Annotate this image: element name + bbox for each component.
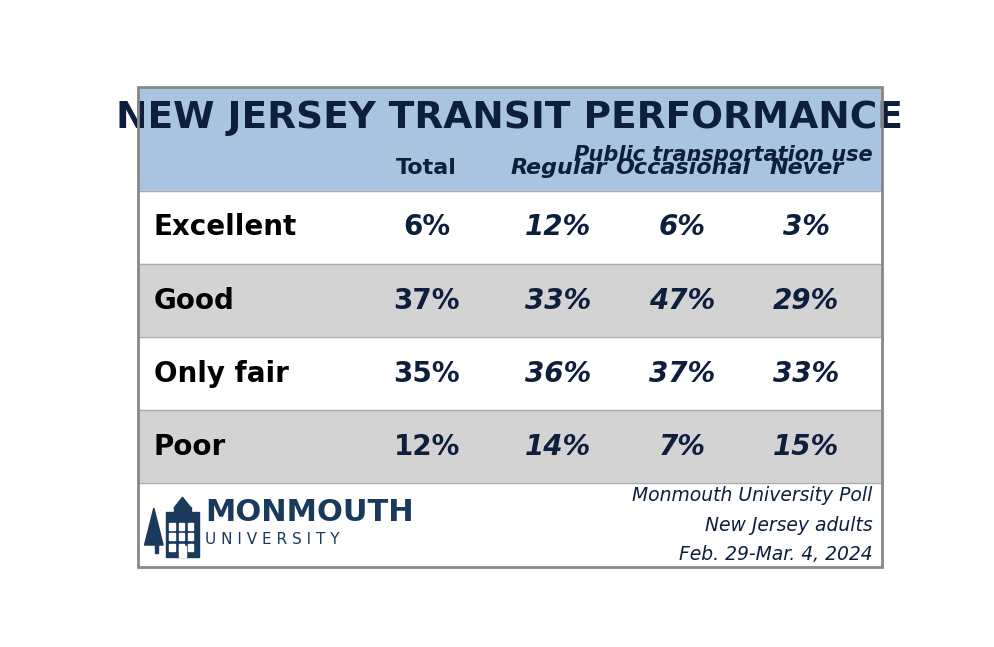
Text: Good: Good <box>154 287 235 314</box>
Bar <box>138 410 881 483</box>
Bar <box>179 534 184 540</box>
Text: Total: Total <box>396 158 456 178</box>
Bar <box>138 483 881 567</box>
Text: 6%: 6% <box>403 214 449 241</box>
Text: 35%: 35% <box>393 360 459 388</box>
Text: 3%: 3% <box>782 214 829 241</box>
Text: 29%: 29% <box>772 287 839 314</box>
Text: Occasional: Occasional <box>614 158 749 178</box>
Bar <box>188 544 193 551</box>
Bar <box>169 523 175 530</box>
Text: 33%: 33% <box>525 287 590 314</box>
Text: 36%: 36% <box>525 360 590 388</box>
Text: 12%: 12% <box>525 214 590 241</box>
Bar <box>188 523 193 530</box>
Bar <box>138 264 881 337</box>
Text: Only fair: Only fair <box>154 360 288 388</box>
Bar <box>169 534 175 540</box>
Text: 47%: 47% <box>649 287 715 314</box>
Polygon shape <box>174 498 191 508</box>
Text: 37%: 37% <box>649 360 715 388</box>
Text: Regular: Regular <box>510 158 606 178</box>
Bar <box>188 534 193 540</box>
Text: 12%: 12% <box>393 433 459 461</box>
Text: 33%: 33% <box>772 360 839 388</box>
Bar <box>179 544 184 551</box>
Bar <box>138 191 881 264</box>
Text: NEW JERSEY TRANSIT PERFORMANCE: NEW JERSEY TRANSIT PERFORMANCE <box>116 100 903 136</box>
Text: Public transportation use: Public transportation use <box>574 145 872 164</box>
Text: U N I V E R S I T Y: U N I V E R S I T Y <box>205 532 339 547</box>
Text: Poor: Poor <box>154 433 226 461</box>
Polygon shape <box>144 508 163 545</box>
Bar <box>169 544 175 551</box>
Text: 37%: 37% <box>393 287 459 314</box>
Bar <box>154 543 158 553</box>
Text: Excellent: Excellent <box>154 214 297 241</box>
Bar <box>166 512 199 556</box>
Bar <box>174 507 191 516</box>
Bar <box>138 87 881 191</box>
Text: 14%: 14% <box>525 433 590 461</box>
Text: MONMOUTH: MONMOUTH <box>205 498 414 527</box>
Text: 6%: 6% <box>658 214 705 241</box>
Bar <box>179 523 184 530</box>
Text: Never: Never <box>768 158 843 178</box>
Text: 7%: 7% <box>658 433 705 461</box>
Text: Monmouth University Poll
New Jersey adults
Feb. 29-Mar. 4, 2024: Monmouth University Poll New Jersey adul… <box>631 486 872 564</box>
Bar <box>138 337 881 410</box>
Bar <box>179 546 186 556</box>
Text: 15%: 15% <box>772 433 839 461</box>
